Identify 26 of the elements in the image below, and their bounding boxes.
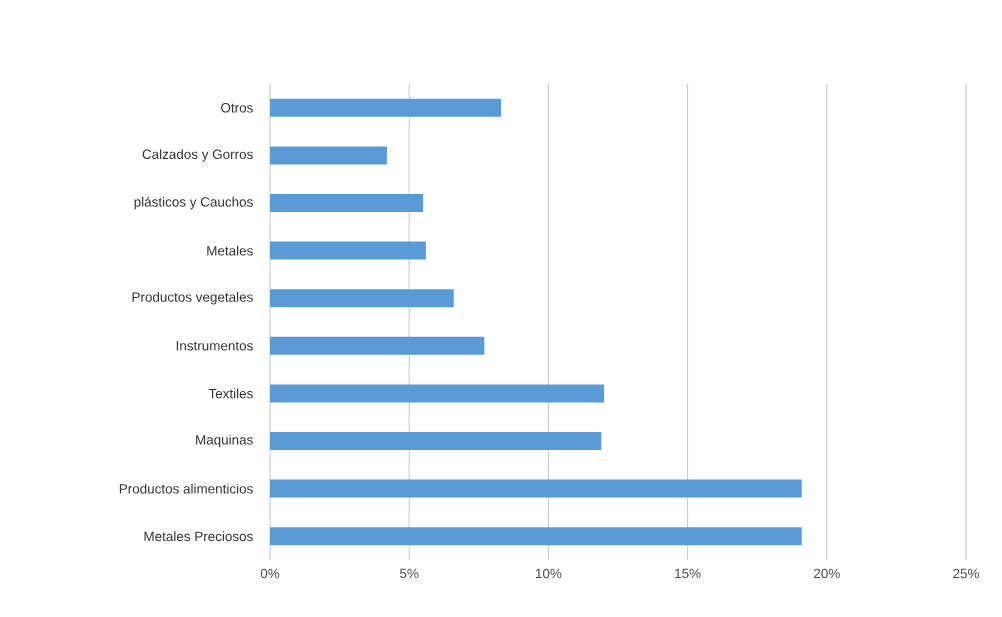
bar — [270, 384, 605, 403]
bar — [270, 146, 387, 165]
x-tick-label: 20% — [814, 568, 840, 579]
bar — [270, 527, 802, 546]
bar — [270, 98, 502, 117]
bar — [270, 432, 602, 450]
y-tick-label: Productos alimenticios — [119, 483, 253, 494]
x-tick-label: 10% — [535, 568, 562, 579]
y-tick-label: Calzados y Gorros — [142, 149, 253, 162]
bar — [270, 336, 485, 355]
y-tick-label: Productos vegetales — [132, 291, 253, 305]
x-tick-label: 25% — [953, 568, 979, 579]
y-tick-label: Maquinas — [196, 434, 253, 448]
y-tick-label: Instrumentos — [176, 341, 253, 351]
x-tick-label: 15% — [675, 568, 701, 579]
y-tick-label: Textiles — [208, 388, 253, 399]
y-tick-label: Metales — [207, 245, 253, 256]
y-tick-label: Metales Preciosos — [144, 531, 253, 542]
bar — [270, 194, 424, 212]
x-tick-label: 0% — [260, 568, 280, 579]
bar — [270, 479, 802, 498]
bar — [270, 241, 426, 260]
x-tick-label: 5% — [400, 568, 419, 579]
y-tick-label: plásticos y Cauchos — [134, 196, 253, 210]
y-tick-label: Otros — [221, 103, 253, 113]
bar — [270, 289, 454, 308]
